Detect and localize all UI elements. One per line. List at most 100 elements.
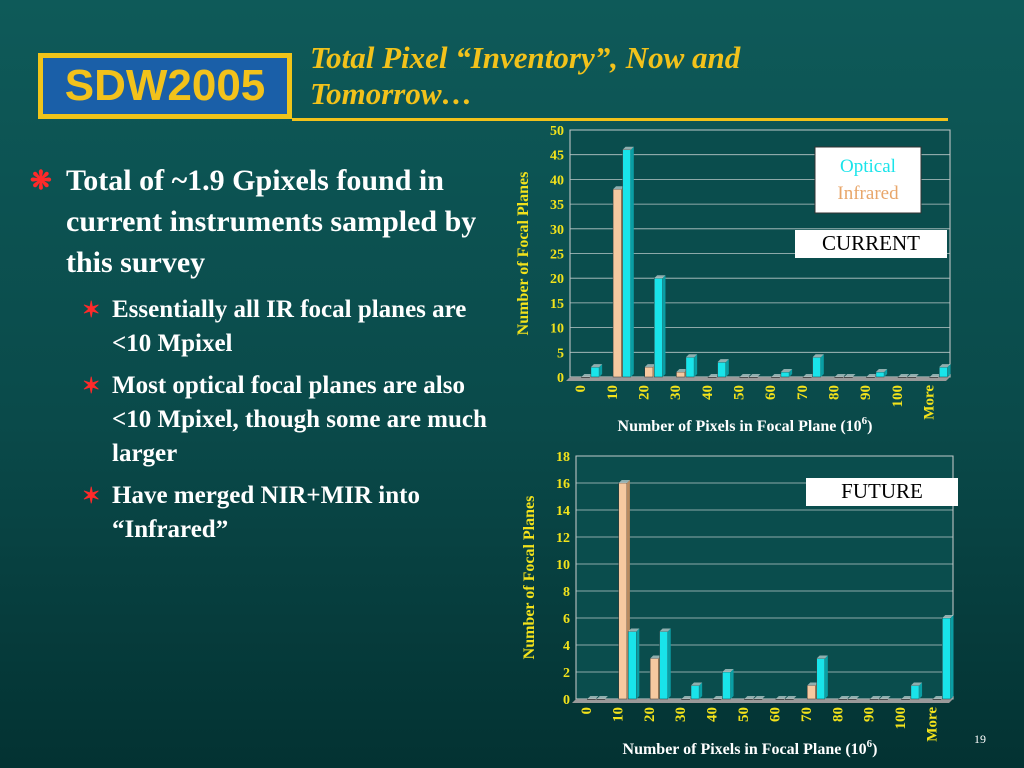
bar-infrared <box>897 376 907 378</box>
chart-future: 0 2 4 6 8 10 12 14 16 18 0 10 20 30 40 50 60 70 80 90 100 Mor… <box>521 450 958 758</box>
bar-infrared-top <box>932 696 945 699</box>
bar-infrared <box>739 376 749 378</box>
y-tick-label: 40 <box>550 173 564 188</box>
x-tick-label: 10 <box>610 707 626 722</box>
legend-optical: Optical <box>840 156 896 177</box>
x-tick-label: 30 <box>673 707 689 722</box>
bar-infrared-top <box>708 374 720 377</box>
bar-infrared <box>771 376 780 378</box>
bar-optical <box>590 366 600 378</box>
bar-optical-top <box>654 275 666 279</box>
x-tick-label: 80 <box>830 707 846 722</box>
bar-infrared-top <box>618 480 630 483</box>
bar-optical-side <box>694 354 698 377</box>
y-tick-label: 8 <box>563 585 570 600</box>
chart-title: FUTURE <box>841 479 923 503</box>
y-tick-label: 0 <box>557 371 564 386</box>
bar-infrared-top <box>744 696 756 699</box>
bar-optical-top <box>596 696 608 699</box>
x-tick-label: 70 <box>795 385 811 400</box>
star-bullet-icon: ✶ <box>82 373 101 398</box>
bar-infrared <box>618 482 628 700</box>
slide-title: Total Pixel “Inventory”, Now and Tomorro… <box>310 40 741 111</box>
bar-optical <box>685 356 695 378</box>
bar-optical-side <box>730 669 734 699</box>
x-tick-label: 80 <box>826 385 842 400</box>
x-tick-label: 60 <box>767 707 783 722</box>
y-tick-label: 20 <box>550 272 564 287</box>
sub-bullet-2: ✶ Most optical focal planes are also <10… <box>30 369 500 471</box>
sub-bullet-text: Essentially all IR focal planes are <10 … <box>112 296 467 357</box>
chart-current: 0 5 10 15 20 25 30 35 40 45 50 0 10 20 30 40 50 60 70 80 90 1… <box>515 124 951 435</box>
bar-optical <box>627 631 637 700</box>
bar-optical <box>722 671 731 700</box>
bar-infrared <box>707 376 717 378</box>
logo-text: SDW2005 <box>43 58 287 114</box>
bar-optical-top <box>717 359 729 363</box>
star-bullet-icon: ✶ <box>82 297 101 322</box>
y-tick-label: 15 <box>550 297 564 312</box>
bar-optical-side <box>919 682 923 699</box>
chart-title: CURRENT <box>822 231 920 255</box>
bar-infrared-top <box>775 696 787 699</box>
bar-optical-side <box>725 359 729 377</box>
sub-bullet-text: Have merged NIR+MIR into “Infrared” <box>112 482 420 543</box>
bar-infrared-top <box>581 374 593 377</box>
bar-infrared <box>744 698 753 700</box>
plot-floor <box>572 699 953 703</box>
x-tick-label: 40 <box>705 707 721 722</box>
bar-optical <box>907 376 917 378</box>
bar-infrared <box>681 698 690 700</box>
x-tick-label: 40 <box>700 385 716 400</box>
y-tick-label: 10 <box>556 558 570 573</box>
bar-optical-top <box>875 369 888 373</box>
x-tick-label: 90 <box>862 707 878 722</box>
y-tick-label: 18 <box>556 450 570 465</box>
y-axis-label: Number of Focal Planes <box>521 496 538 660</box>
bar-infrared <box>802 376 812 378</box>
bullet-main-text: Total of ~1.9 Gpixels found in current i… <box>66 164 477 279</box>
bar-infrared <box>775 698 785 700</box>
bar-optical <box>812 356 822 378</box>
bar-optical-side <box>824 655 828 699</box>
bar-infrared <box>649 658 659 700</box>
bar-optical <box>784 698 794 700</box>
bar-infrared-top <box>834 374 846 377</box>
bar-optical-top <box>690 682 703 686</box>
y-tick-label: 25 <box>550 248 564 263</box>
x-axis-label-end: ) <box>867 418 872 435</box>
x-axis-label-text: Number of Pixels in Focal Plane (10 <box>618 418 862 435</box>
bar-infrared-top <box>898 374 910 377</box>
bar-infrared <box>612 189 622 378</box>
chart-title-box <box>806 478 958 506</box>
bar-optical-top <box>659 628 671 632</box>
bar-optical <box>816 658 826 700</box>
bar-optical-top <box>628 628 640 632</box>
bar-optical-top <box>812 354 824 358</box>
bar-optical-top <box>785 696 797 699</box>
y-tick-label: 2 <box>563 666 570 681</box>
bar-optical-side <box>950 615 954 699</box>
x-axis-label: Number of Pixels in Focal Plane (106) <box>618 415 873 435</box>
bar-infrared-top <box>929 374 941 377</box>
x-tick-label: More <box>921 385 937 420</box>
bar-infrared-top <box>807 682 819 686</box>
bar-infrared <box>866 376 875 378</box>
bar-optical <box>622 149 632 378</box>
y-tick-label: 12 <box>556 531 570 546</box>
bar-optical <box>938 366 948 378</box>
bar-infrared-top <box>587 696 599 699</box>
x-tick-label: More <box>925 707 941 742</box>
sub-bullet-3: ✶ Have merged NIR+MIR into “Infrared” <box>30 479 500 547</box>
bar-optical <box>942 617 951 700</box>
x-axis-label-sup: 6 <box>867 738 873 750</box>
y-tick-label: 14 <box>556 504 570 519</box>
y-tick-label: 30 <box>550 223 564 238</box>
bar-optical-top <box>753 696 765 699</box>
x-axis-label-sup: 6 <box>862 415 868 427</box>
bar-optical-top <box>879 696 891 699</box>
sub-bullet-1: ✶ Essentially all IR focal planes are <1… <box>30 293 500 361</box>
legend-box <box>814 146 922 214</box>
x-tick-label: 90 <box>858 385 874 400</box>
bar-optical <box>910 685 920 700</box>
